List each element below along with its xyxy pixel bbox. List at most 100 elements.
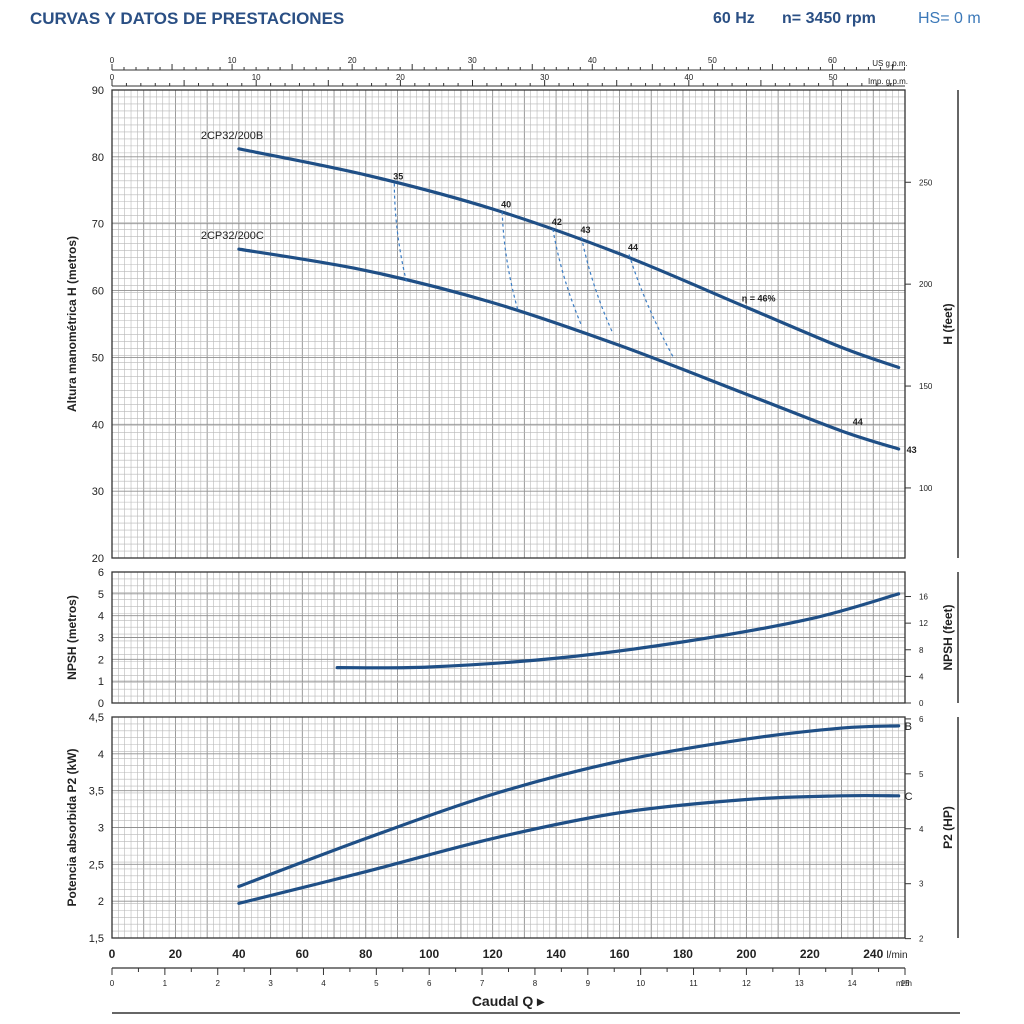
power-grid: [111, 716, 906, 939]
power-y-tick: 2,5: [89, 859, 104, 871]
lmin-tick: 140: [546, 947, 566, 961]
head-y-tick: 90: [92, 85, 104, 97]
annotation-0: η = 46%: [742, 293, 776, 303]
power-y-tick: 3: [98, 823, 104, 835]
m3h-tick: 13: [795, 979, 804, 988]
power-y-right-tick: 3: [919, 880, 924, 889]
efficiency-line-3: [580, 236, 614, 335]
head-y-tick: 40: [92, 419, 104, 431]
m3h-tick: 10: [636, 979, 645, 988]
lmin-tick: 220: [800, 947, 820, 961]
npsh-y-tick: 6: [98, 567, 104, 579]
npsh-y-right-tick: 12: [919, 619, 928, 628]
annotation-1: 44: [853, 417, 863, 427]
m3h-tick: 3: [268, 979, 273, 988]
m3h-tick: 9: [586, 979, 591, 988]
efficiency-label-3: 43: [580, 225, 590, 235]
npsh-grid: [111, 571, 906, 704]
lmin-tick: 60: [296, 947, 310, 961]
annotation-2: 43: [907, 445, 917, 455]
lmin-tick: 240: [863, 947, 883, 961]
npsh-y-tick: 1: [98, 676, 104, 688]
npsh-y-right-tick: 8: [919, 646, 924, 655]
head-frame: [111, 89, 906, 559]
npsh-y-label: NPSH (metros): [65, 595, 79, 680]
power-y-right-tick: 2: [919, 935, 924, 944]
power-y-right-tick: 5: [919, 770, 924, 779]
efficiency-label-1: 40: [501, 200, 511, 210]
m3h-tick: 7: [480, 979, 485, 988]
npsh-y-right-tick: 4: [919, 672, 924, 681]
imp-gpm-tick: 0: [110, 73, 115, 82]
m3h-tick: 15: [901, 979, 910, 988]
power-series-0: [237, 724, 901, 889]
speed-label: n= 3450 rpm: [782, 10, 876, 27]
efficiency-label-4: 44: [628, 242, 638, 252]
imp-gpm-tick: 30: [540, 73, 549, 82]
power-y-right-tick: 6: [919, 715, 924, 724]
head-series-0: [237, 147, 901, 370]
bottom-flow-axes: 0 20 40 60 80 100 120 140 160 180 200 220 240 l/min 0 1…: [109, 947, 960, 1014]
npsh-y-right-label: NPSH (feet): [941, 604, 955, 670]
npsh-y-tick: 3: [98, 633, 104, 645]
power-y-tick: 3,5: [89, 786, 104, 798]
series-label-0: 2CP32/200B: [201, 130, 263, 142]
m3h-tick: 11: [689, 979, 698, 988]
page-title: CURVAS Y DATOS DE PRESTACIONES: [30, 9, 345, 28]
us-gpm-tick: 40: [588, 56, 597, 65]
head-y-tick: 60: [92, 286, 104, 298]
npsh-frame: [111, 571, 906, 704]
lmin-tick: 0: [109, 947, 116, 961]
head-series-1: [237, 247, 901, 451]
lmin-tick: 100: [419, 947, 439, 961]
npsh-series-0: [335, 592, 901, 670]
power-y-tick: 2: [98, 896, 104, 908]
npsh-y-tick: 4: [98, 611, 104, 623]
imp-gpm-tick: 20: [396, 73, 405, 82]
head-panel: 20 30 40 50 60 70 80 90 100 150 200 250 Altura manom…: [65, 85, 959, 565]
m3h-tick: 0: [110, 979, 115, 988]
imp-gpm-tick: 10: [252, 73, 261, 82]
head-grid: [111, 89, 906, 559]
head-y-right-tick: 200: [919, 280, 933, 289]
npsh-y-right-tick: 16: [919, 593, 928, 602]
lmin-tick: 120: [483, 947, 503, 961]
x-axis-title: Caudal Q ▸: [472, 993, 545, 1009]
efficiency-line-2: [552, 228, 583, 326]
efficiency-label-0: 35: [393, 172, 403, 182]
lmin-tick: 80: [359, 947, 373, 961]
lmin-unit: l/min: [886, 950, 907, 961]
lmin-tick: 20: [169, 947, 183, 961]
us-gpm-tick: 0: [110, 56, 115, 65]
suction-height-label: HS= 0 m: [918, 10, 981, 27]
power-panel: 1,5 2 2,5 3 3,5 4 4,5 2 3 4 5 6 Potencia absorbida P…: [65, 712, 959, 945]
us-gpm-tick: 10: [228, 56, 237, 65]
head-y-label: Altura manométrica H (metros): [65, 236, 79, 412]
power-frame: [111, 716, 906, 939]
m3h-tick: 6: [427, 979, 432, 988]
head-y-right-tick: 150: [919, 382, 933, 391]
m3h-tick: 12: [742, 979, 751, 988]
imp-gpm-tick: 40: [684, 73, 693, 82]
power-y-tick: 1,5: [89, 933, 104, 945]
power-series-1: [237, 793, 901, 905]
us-gpm-tick: 30: [468, 56, 477, 65]
m3h-unit: m³/h: [896, 979, 912, 988]
m3h-tick: 5: [374, 979, 379, 988]
efficiency-label-2: 42: [552, 217, 562, 227]
m3h-tick: 1: [163, 979, 168, 988]
m3h-tick: 8: [533, 979, 538, 988]
head-y-right-tick: 250: [919, 178, 933, 187]
head-y-right-tick: 100: [919, 484, 933, 493]
npsh-y-tick: 5: [98, 589, 104, 601]
head-y-right-label: H (feet): [941, 303, 955, 344]
head-y-tick: 20: [92, 553, 104, 565]
efficiency-line-0: [393, 183, 408, 285]
efficiency-line-1: [501, 211, 519, 311]
npsh-y-tick: 0: [98, 698, 104, 710]
lmin-tick: 180: [673, 947, 693, 961]
us-gpm-tick: 50: [708, 56, 717, 65]
imp-gpm-label: Imp. g.p.m.: [868, 77, 908, 86]
